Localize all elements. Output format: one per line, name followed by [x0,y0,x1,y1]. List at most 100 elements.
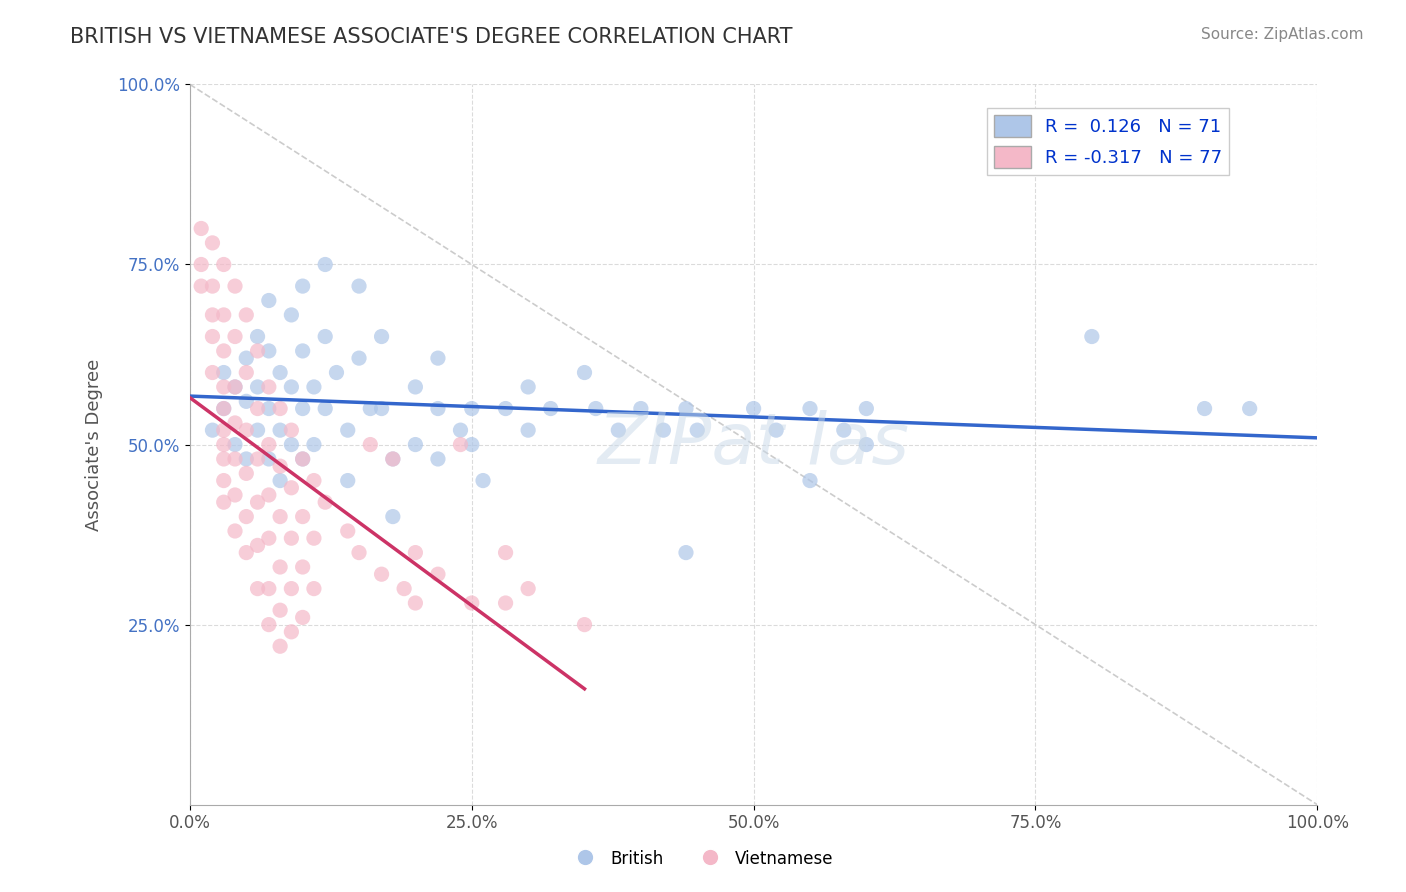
Point [652,423,675,437]
Point [314,329,336,343]
Point [799,474,821,488]
Point [280,481,302,495]
Point [190,221,212,235]
Point [235,546,257,560]
Point [370,567,392,582]
Point [404,546,426,560]
Point [190,258,212,272]
Point [675,546,697,560]
Point [336,423,359,437]
Point [291,610,314,624]
Point [855,401,877,416]
Point [381,509,404,524]
Point [235,467,257,481]
Point [269,639,291,653]
Point [257,437,280,451]
Point [212,452,235,467]
Point [325,366,347,380]
Point [370,329,392,343]
Point [201,366,224,380]
Point [246,538,269,552]
Point [212,308,235,322]
Point [461,401,484,416]
Point [257,617,280,632]
Point [495,596,517,610]
Point [201,279,224,293]
Point [359,401,381,416]
Point [212,495,235,509]
Point [314,258,336,272]
Point [246,452,269,467]
Point [212,401,235,416]
Point [269,560,291,574]
Point [246,329,269,343]
Point [426,452,449,467]
Point [302,380,325,394]
Point [224,488,246,502]
Point [201,235,224,250]
Point [235,452,257,467]
Point [269,474,291,488]
Point [302,531,325,545]
Point [347,546,370,560]
Point [336,524,359,538]
Text: Source: ZipAtlas.com: Source: ZipAtlas.com [1201,27,1364,42]
Point [224,380,246,394]
Point [517,582,540,596]
Point [212,343,235,358]
Point [201,423,224,437]
Point [540,401,562,416]
Point [224,380,246,394]
Legend: British, Vietnamese: British, Vietnamese [565,843,841,875]
Point [291,509,314,524]
Point [302,437,325,451]
Point [799,401,821,416]
Point [461,437,484,451]
Point [257,293,280,308]
Point [450,423,472,437]
Legend: R =  0.126   N = 71, R = -0.317   N = 77: R = 0.126 N = 71, R = -0.317 N = 77 [987,108,1229,176]
Point [404,596,426,610]
Point [314,495,336,509]
Point [832,423,855,437]
Point [291,401,314,416]
Point [246,495,269,509]
Point [630,401,652,416]
Point [291,343,314,358]
Point [381,452,404,467]
Y-axis label: Associate's Degree: Associate's Degree [86,359,103,531]
Point [269,459,291,474]
Point [235,394,257,409]
Point [224,437,246,451]
Point [212,423,235,437]
Point [1239,401,1261,416]
Point [426,351,449,365]
Point [291,560,314,574]
Point [235,509,257,524]
Point [201,308,224,322]
Point [246,343,269,358]
Point [404,437,426,451]
Point [235,366,257,380]
Point [336,474,359,488]
Point [246,380,269,394]
Point [235,351,257,365]
Point [1194,401,1216,416]
Point [855,437,877,451]
Point [246,401,269,416]
Point [280,437,302,451]
Point [257,380,280,394]
Point [201,329,224,343]
Point [224,452,246,467]
Point [246,423,269,437]
Point [224,279,246,293]
Point [765,423,787,437]
Point [212,474,235,488]
Point [517,380,540,394]
Point [574,366,596,380]
Point [370,401,392,416]
Point [607,423,630,437]
Text: ZIPat las: ZIPat las [598,410,910,479]
Point [224,524,246,538]
Point [381,452,404,467]
